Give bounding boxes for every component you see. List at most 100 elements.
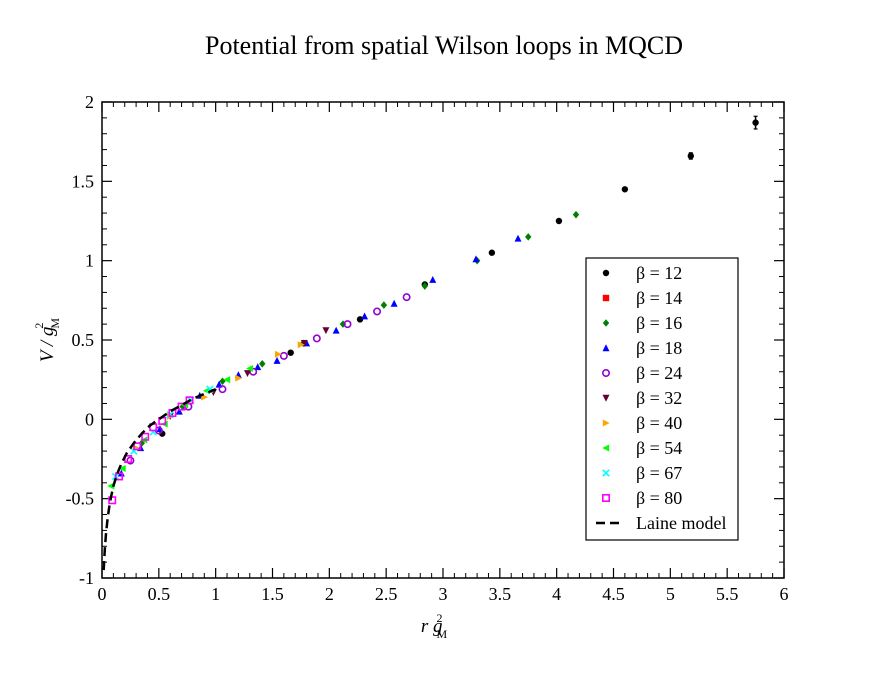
series-10 — [102, 388, 217, 571]
legend: β = 12 β = 14 β = 16 β = 18 β = 24 β = 32 β = … — [585, 257, 739, 541]
series-6 — [132, 341, 305, 452]
legend-entry: β = 80 — [601, 488, 682, 508]
legend-entry: β = 24 — [601, 363, 682, 383]
data-point — [254, 363, 262, 371]
data-point — [322, 327, 330, 335]
y-axis: -1 -0.5 0 0.5 1 1.5 2 — [66, 92, 784, 588]
y-axis-label-group: V / g2 M — [32, 318, 62, 363]
data-point — [332, 326, 340, 334]
chart-title: Potential from spatial Wilson loops in M… — [205, 31, 683, 60]
legend-entry: β = 54 — [602, 438, 682, 458]
x-axis-label-main: r g — [421, 616, 443, 637]
legend-swatch — [602, 269, 610, 277]
legend-swatch — [601, 493, 610, 502]
series-7 — [107, 365, 253, 490]
data-point — [514, 234, 522, 242]
x-tick-label: 2.5 — [375, 584, 398, 604]
y-tick-label: 2 — [85, 92, 94, 112]
legend-entry: β = 67 — [602, 463, 682, 483]
x-tick-label: 1.5 — [261, 584, 284, 604]
legend-label: β = 32 — [636, 388, 682, 408]
data-point — [555, 217, 563, 225]
legend-label: β = 54 — [636, 438, 682, 458]
data-point — [373, 307, 382, 316]
legend-label: β = 16 — [636, 313, 682, 333]
data-point — [126, 456, 135, 465]
legend-swatch — [602, 419, 610, 427]
data-point — [343, 320, 352, 329]
legend-label: β = 18 — [636, 338, 682, 358]
x-tick-label: 1 — [211, 584, 220, 604]
data-point — [390, 299, 398, 307]
series-3 — [117, 234, 522, 477]
legend-label: β = 67 — [636, 463, 682, 483]
data-point — [219, 377, 226, 386]
legend-swatch — [602, 344, 610, 352]
y-axis-label: V / g2 M — [32, 318, 62, 363]
x-axis: 0 0.5 1 1.5 2 2.5 3 3.5 4 4.5 5 5.5 6 — [98, 102, 789, 604]
data-point — [223, 376, 231, 384]
data-point — [421, 282, 429, 290]
x-axis-label-sub: M — [436, 627, 447, 641]
legend-swatch — [601, 368, 610, 377]
legend-label: β = 12 — [636, 263, 682, 283]
data-point — [472, 255, 480, 263]
legend-entry: β = 32 — [602, 388, 682, 408]
y-axis-label-main: V / g — [37, 327, 58, 363]
y-axis-label-sup: 2 — [32, 323, 46, 329]
legend-swatch — [602, 394, 610, 402]
data-point — [687, 152, 694, 160]
data-point — [218, 385, 227, 394]
legend-swatch — [602, 294, 610, 302]
legend-label: β = 40 — [636, 413, 682, 433]
legend-items: β = 12 β = 14 β = 16 β = 18 β = 24 β = 32 β = … — [596, 263, 726, 533]
data-point — [402, 293, 411, 302]
legend-entry: β = 12 — [602, 263, 682, 283]
x-tick-label: 4.5 — [602, 584, 625, 604]
x-tick-label: 0.5 — [148, 584, 171, 604]
data-point — [429, 276, 437, 283]
series-2 — [138, 210, 580, 447]
data-point — [246, 365, 253, 373]
y-axis-label-sub: M — [48, 318, 62, 329]
y-tick-label: 1 — [85, 251, 94, 271]
legend-entry: Laine model — [596, 513, 726, 533]
x-tick-label: 4 — [552, 584, 561, 604]
data-point — [243, 370, 251, 378]
data-point — [118, 465, 126, 473]
data-point — [202, 387, 210, 395]
legend-label: Laine model — [636, 513, 726, 533]
legend-label: β = 80 — [636, 488, 682, 508]
legend-entry: β = 40 — [602, 413, 682, 433]
y-tick-label: -0.5 — [66, 489, 95, 509]
x-axis-label: r g2 M — [421, 611, 448, 641]
y-tick-label: 1.5 — [72, 171, 95, 191]
data-point — [752, 119, 759, 126]
data-point — [185, 396, 194, 405]
laine-model-curve — [102, 388, 217, 571]
legend-label: β = 24 — [636, 363, 682, 383]
series-layer — [102, 115, 759, 571]
series-9 — [108, 396, 194, 505]
legend-entry: β = 14 — [602, 288, 682, 308]
data-point — [115, 472, 124, 481]
data-point — [488, 249, 496, 256]
series-4 — [126, 293, 411, 465]
data-point — [380, 301, 388, 309]
x-tick-label: 3.5 — [489, 584, 512, 604]
data-point — [107, 482, 115, 490]
data-point — [525, 233, 532, 241]
legend-box — [585, 257, 739, 541]
data-point — [621, 186, 629, 193]
data-point — [297, 341, 305, 349]
data-point — [356, 316, 364, 323]
x-tick-label: 6 — [780, 584, 789, 604]
x-tick-label: 0 — [98, 584, 107, 604]
y-tick-label: -1 — [79, 568, 94, 588]
data-point — [273, 356, 281, 364]
x-tick-label: 5 — [666, 584, 675, 604]
data-point — [133, 442, 142, 451]
x-axis-label-sup: 2 — [436, 611, 442, 625]
legend-entry: β = 18 — [602, 338, 682, 358]
